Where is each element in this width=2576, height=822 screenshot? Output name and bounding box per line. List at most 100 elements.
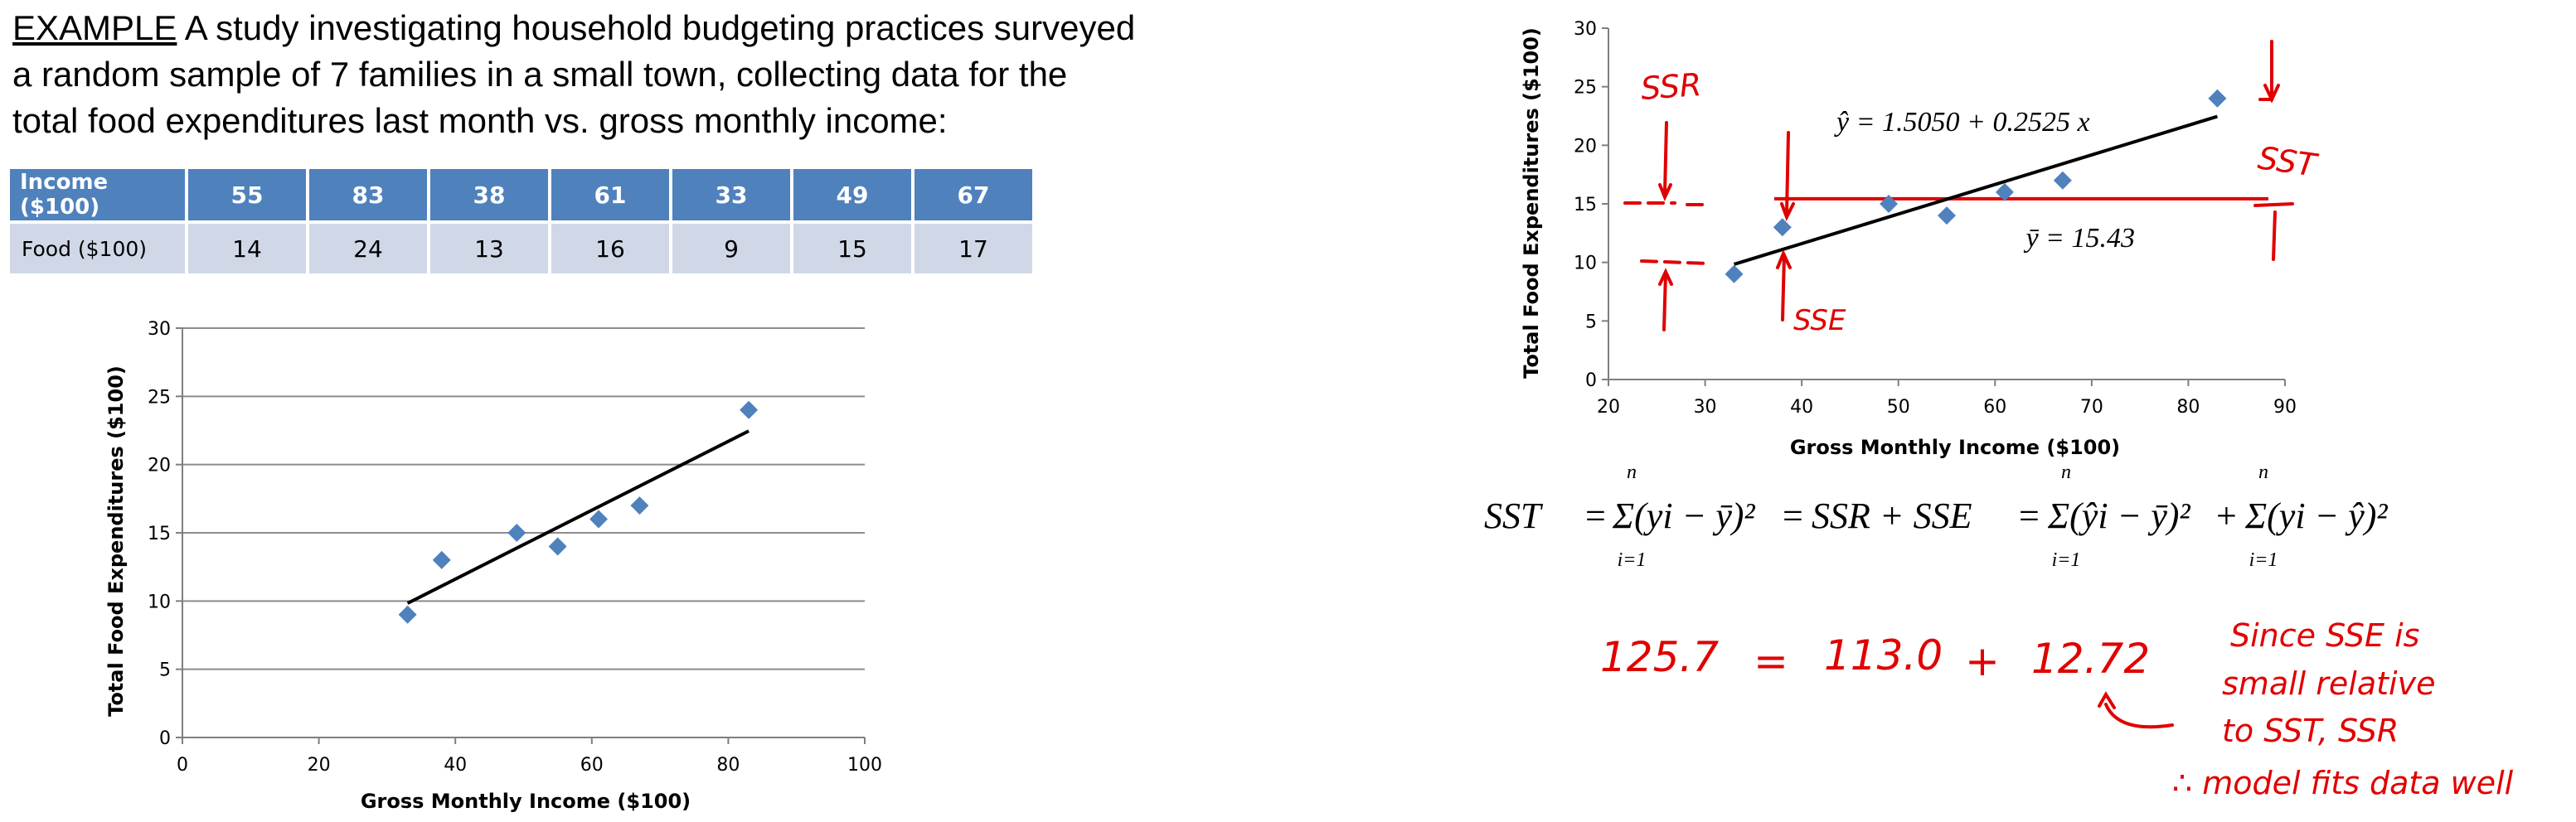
data-point [507,524,526,542]
x-tick-label: 80 [716,755,740,776]
food-cell: 17 [914,220,1032,273]
x-tick-label: 60 [1983,397,2006,418]
income-cell: 67 [914,169,1032,220]
sum-upper: n [2061,462,2071,483]
food-cell: 16 [551,220,669,273]
y-tick-label: 5 [1585,312,1597,332]
ss-e-bracket-top [1785,131,1790,215]
income-cell: 55 [188,169,306,220]
ss-r-bracket-top [1663,121,1668,195]
trendline-segment [406,429,750,605]
x-tick-labels: 0 20 40 60 80 100 [177,755,882,776]
y-tick-labels: 0 5 10 15 20 25 30 [148,319,171,749]
food-cell: 24 [309,220,427,273]
axes [1602,27,2286,386]
income-cell: 49 [793,169,911,220]
sum-lower: i=1 [2249,549,2278,571]
data-table: Income ($100) 55 83 38 61 33 49 67 Food … [7,169,1036,273]
data-point [589,510,609,529]
income-row-label: Income ($100) [10,169,185,220]
x-tick-label: 80 [2176,397,2200,418]
ss-t-label: SST [2256,139,2321,184]
plus-sign: + [2216,496,2237,536]
y-tick-label: 25 [1574,78,1597,99]
x-axis-label: Gross Monthly Income ($100) [1790,436,2120,459]
formula-lhs: SST [1484,496,1544,536]
handwritten-notes: 125.7 = 113.0 + 12.72 Since SSE is small… [1600,617,2514,801]
data-point [630,496,649,515]
scatter-chart-annotated: 0 5 10 15 20 25 30 20 30 40 50 60 70 80 90 ŷ = 1.5050… [1520,19,2321,459]
ss-e-arrow-bottom [1776,249,1792,269]
income-row: Income ($100) 55 83 38 61 33 49 67 [10,169,1032,220]
y-axis-label: Total Food Expenditures ($100) [1520,27,1543,379]
mean-equation: ȳ = 15.43 [2023,223,2135,254]
food-cell: 9 [672,220,790,273]
ss-r-bracket-bottom [1662,272,1667,331]
sum-upper: n [2258,462,2268,483]
y-tick-label: 0 [1585,370,1597,391]
food-cell: 14 [188,220,306,273]
hw-pointer-arrow [2104,703,2174,729]
data-point [2208,89,2227,108]
ss-r-dash-low [1640,259,1710,265]
x-tick-label: 50 [1887,397,1910,418]
sum-total: Σ(yi − ȳ)² [1612,496,1755,536]
y-tick-label: 15 [1574,195,1597,215]
ss-t-arrow-top [2263,84,2280,104]
ss-annotations [1623,40,2294,331]
example-label: EXAMPLE [12,8,177,47]
intro-paragraph: EXAMPLE A study investigating household … [12,5,1140,144]
x-axis-label: Gross Monthly Income ($100) [361,790,691,813]
income-cell: 33 [672,169,790,220]
data-point [1938,206,1956,225]
data-point [398,605,417,624]
y-tick-label: 10 [1574,254,1597,274]
x-tick-labels: 20 30 40 50 60 70 80 90 [1597,397,2297,418]
hw-note-line: Since SSE is [2230,617,2419,654]
hw-pointer-tip [2098,691,2116,709]
x-tick-label: 20 [1597,397,1620,418]
food-row-label: Food ($100) [10,220,185,273]
data-point [1880,195,1899,213]
ss-t-bracket-bottom [2272,210,2277,261]
y-tick-labels: 0 5 10 15 20 25 30 [1574,19,1597,391]
ss-e-label: SSE [1793,304,1846,337]
data-point [740,400,759,419]
equals-sign: = [1783,496,1803,536]
hw-sse-value: 12.72 [2031,635,2150,683]
food-cell: 15 [793,220,911,273]
income-cell: 61 [551,169,669,220]
y-tick-label: 25 [148,387,171,408]
equals-sign: = [2019,496,2040,536]
gridlines [182,327,865,670]
formula-ssr-sse: SSR + SSE [1812,496,1972,536]
ss-r-arrow-top [1658,183,1672,202]
y-tick-label: 30 [1574,19,1597,40]
x-tick-label: 0 [177,755,188,776]
sum-lower: i=1 [1618,549,1647,571]
y-tick-label: 30 [148,319,171,340]
x-tick-label: 40 [1790,397,1813,418]
hw-sst-value: 125.7 [1600,633,1719,681]
x-tick-label: 60 [580,755,604,776]
ss-decomposition-formula: SST = n Σ(yi − ȳ)² i=1 = SSR + SSE = n Σ… [1484,462,2388,571]
y-tick-label: 0 [159,728,171,749]
ss-r-dash-mean [1623,201,1705,206]
x-tick-label: 100 [847,755,882,776]
y-axis-label: Total Food Expenditures ($100) [104,365,128,717]
trendline [406,429,750,605]
y-tick-label: 10 [148,592,171,612]
x-tick-label: 40 [444,755,467,776]
hw-note-line: ∴ model fits data well [2172,765,2514,801]
y-tick-label: 5 [159,660,171,681]
hw-equals: = [1754,637,1788,685]
data-point [2053,171,2072,190]
equals-sign: = [1585,496,1606,536]
y-tick-label: 20 [1574,136,1597,157]
ss-e-arrow-top [1780,202,1795,221]
income-cell: 83 [309,169,427,220]
data-point [548,537,567,556]
scatter-chart-basic: 0 5 10 15 20 25 30 0 20 40 60 80 100 Gross Monthly … [104,319,882,813]
income-cell: 38 [430,169,548,220]
intro-text: A study investigating household budgetin… [12,8,1136,140]
